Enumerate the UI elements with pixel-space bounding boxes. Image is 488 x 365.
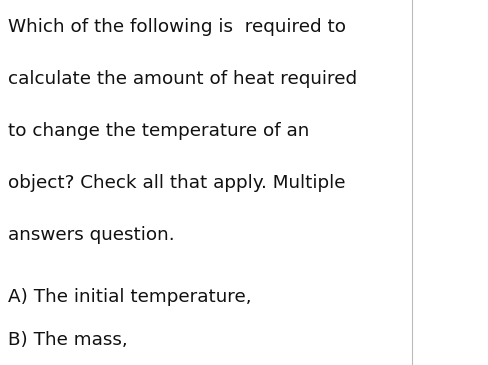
Text: A) The initial temperature,: A) The initial temperature, bbox=[8, 288, 251, 306]
Text: object? Check all that apply. Multiple: object? Check all that apply. Multiple bbox=[8, 174, 346, 192]
Text: Which of the following is  required to: Which of the following is required to bbox=[8, 18, 346, 36]
Text: calculate the amount of heat required: calculate the amount of heat required bbox=[8, 70, 357, 88]
Text: to change the temperature of an: to change the temperature of an bbox=[8, 122, 309, 140]
Text: B) The mass,: B) The mass, bbox=[8, 331, 128, 349]
Text: answers question.: answers question. bbox=[8, 226, 175, 244]
